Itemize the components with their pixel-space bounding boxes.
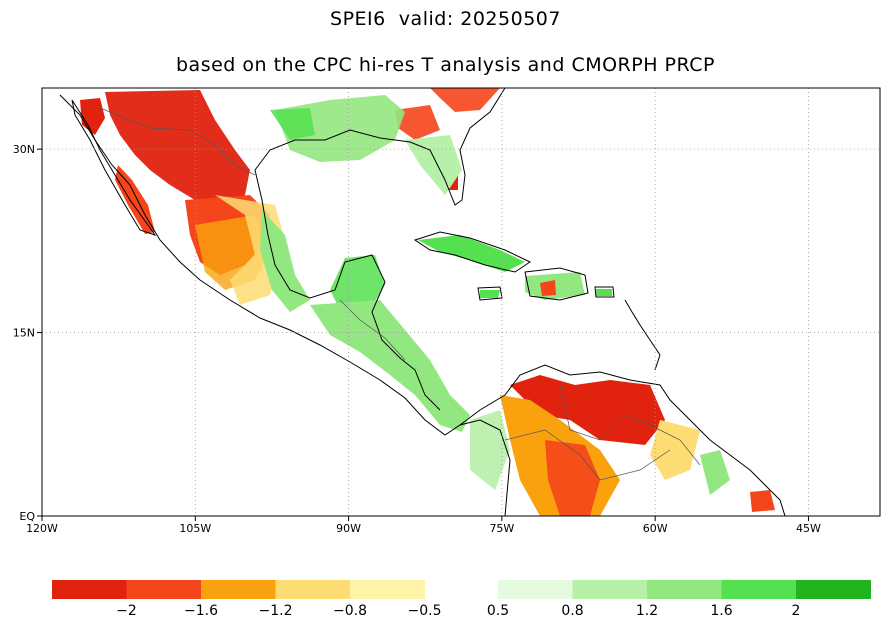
- colorbar-wet-label: 1.2: [636, 603, 658, 619]
- tick-label-lon: 60W: [643, 522, 668, 535]
- dry-hispaniola: [540, 280, 556, 296]
- coastline-pacific-mexico: [59, 94, 511, 516]
- spei-anomaly-fill: [80, 88, 775, 516]
- tick-label-lon: 105W: [179, 522, 211, 535]
- coastline-puerto-rico: [594, 286, 615, 298]
- colorbar-dry-swatch: [126, 580, 202, 599]
- tick-label-lat: EQ: [19, 510, 35, 523]
- colorbar-wet-swatch: [498, 580, 573, 599]
- tick-label-lon: 75W: [489, 522, 514, 535]
- dry-baja: [115, 165, 155, 234]
- colorbar-dry-label: −1.6: [184, 603, 218, 619]
- wet-texas: [270, 108, 315, 140]
- coastline-cuba: [413, 231, 532, 273]
- coastline-gulf: [254, 169, 441, 411]
- dry-se-us-2: [430, 88, 500, 112]
- colorbar-dry-label: −0.8: [333, 603, 367, 619]
- coastline-hispaniola: [524, 267, 589, 301]
- colorbar: −2 −1.6 −1.2 −0.8 −0.5 0.5 0.8 1.2 1.6 2: [52, 580, 871, 619]
- light-dry-guyana: [650, 420, 700, 480]
- coastline-baja: [71, 99, 157, 236]
- border-us-mexico: [99, 107, 256, 176]
- colorbar-dry-swatch: [350, 580, 425, 599]
- coastline-us-gulf: [254, 88, 506, 206]
- colorbar-wet-label: 2: [792, 603, 801, 619]
- dry-sa-interior: [545, 440, 600, 516]
- wet-brazil-ne: [700, 450, 730, 495]
- border-central-america: [339, 299, 406, 361]
- colorbar-wet-label: 1.6: [710, 603, 732, 619]
- tick-label-lon: 120W: [26, 522, 58, 535]
- dry-brazil-e: [750, 490, 775, 512]
- colorbar-wet-swatch: [572, 580, 648, 599]
- graticule: [42, 88, 880, 516]
- wet-central-america: [310, 300, 470, 432]
- dry-region-mexico: [105, 90, 250, 210]
- wet-georgia: [405, 135, 462, 195]
- map-title: SPEI6 valid: 20250507: [330, 8, 561, 30]
- colorbar-wet-swatch: [796, 580, 871, 599]
- tick-label-lat: 30N: [13, 143, 35, 156]
- coastlines: [59, 88, 786, 516]
- colorbar-dry-swatch: [275, 580, 351, 599]
- colorbar-wet-label: 0.5: [487, 603, 509, 619]
- dry-venezuela: [510, 375, 665, 445]
- colorbar-dry-label: −2: [116, 603, 137, 619]
- country-borders: [99, 107, 701, 481]
- border-sa-2: [559, 384, 701, 466]
- coastline-antilles: [624, 299, 661, 371]
- tick-label-lon: 90W: [336, 522, 361, 535]
- map-frame: [41, 87, 881, 517]
- tick-label-lon: 45W: [796, 522, 821, 535]
- dry-se-us: [395, 105, 440, 140]
- wet-colombia: [470, 410, 510, 490]
- border-sa-1: [504, 429, 671, 481]
- colorbar-wet-label: 0.8: [561, 603, 583, 619]
- coastline-jamaica: [477, 286, 503, 301]
- colorbar-dry-swatch: [201, 580, 276, 599]
- colorbar-wet-swatch: [721, 580, 797, 599]
- coastline-south-america: [459, 364, 786, 516]
- colorbar-wet-swatch: [647, 580, 722, 599]
- map-subtitle: based on the CPC hi-res T analysis and C…: [176, 54, 715, 76]
- colorbar-dry-label: −0.5: [408, 603, 442, 619]
- tick-label-lat: 15N: [13, 327, 35, 340]
- wet-jamaica: [480, 290, 500, 298]
- map-axis-ticks: 120W 105W 90W 75W 60W 45W EQ 15N 30N: [13, 143, 821, 535]
- colorbar-dry-label: −1.2: [259, 603, 293, 619]
- wet-puerto-rico: [596, 289, 612, 296]
- wet-yucatan: [330, 255, 385, 310]
- wet-mexico-gulf: [260, 210, 310, 312]
- colorbar-dry-swatch: [52, 580, 127, 599]
- wet-cuba: [418, 235, 525, 272]
